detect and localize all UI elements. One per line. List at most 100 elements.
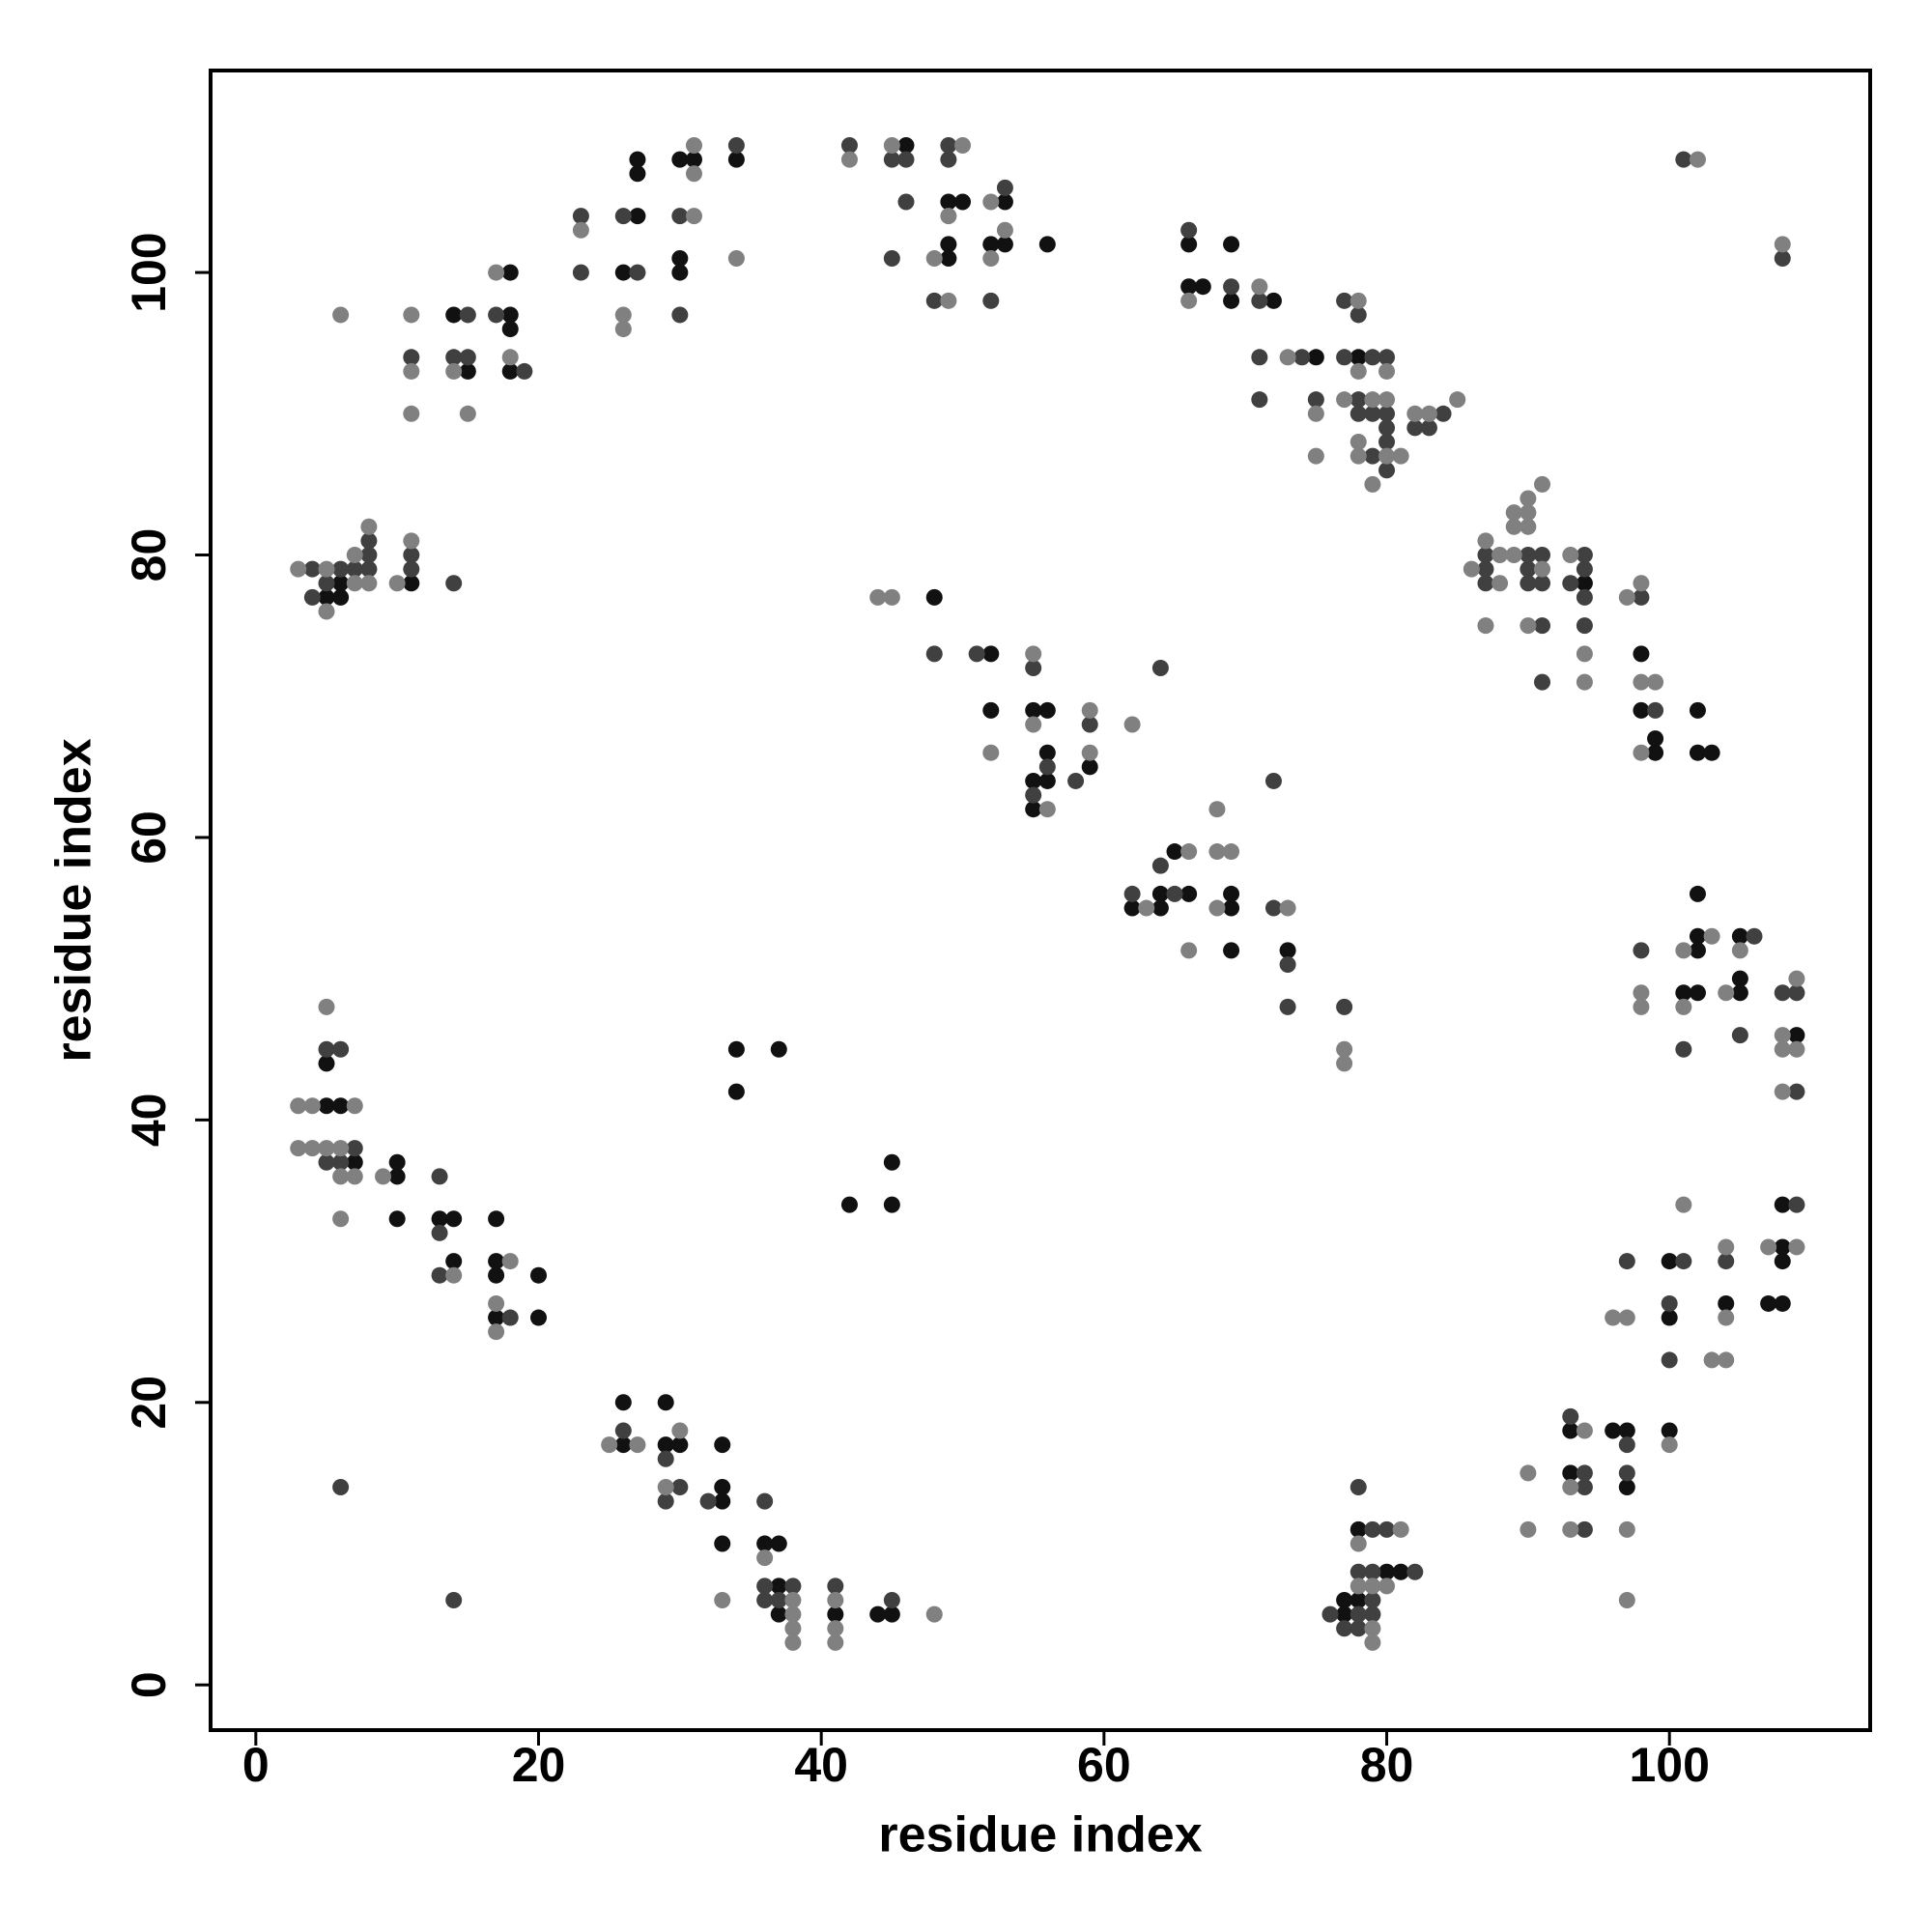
point [1661,1309,1678,1326]
point [1731,984,1748,1002]
point [784,1591,802,1608]
point [1520,518,1537,535]
point [1378,434,1396,451]
point [1378,391,1396,409]
point [459,362,476,380]
point [318,998,335,1015]
point [388,1153,406,1171]
point [1774,984,1791,1002]
point [318,1140,335,1157]
point [1477,560,1494,578]
point [1576,645,1593,663]
point [996,193,1013,211]
point [332,1210,350,1228]
point [727,136,745,154]
point [1788,1040,1805,1058]
point [1392,1563,1409,1580]
point [1378,362,1396,380]
point [445,362,463,380]
point [770,1591,787,1608]
point [346,560,363,578]
point [1520,490,1537,507]
point [1025,659,1042,676]
point [1378,1563,1396,1580]
point [1718,1294,1735,1312]
point [685,136,702,154]
point [1364,1520,1381,1538]
point [1378,1520,1396,1538]
point [1675,1040,1692,1058]
point [1774,236,1791,253]
point [1208,843,1226,861]
point [1520,547,1537,564]
point [1350,1591,1367,1608]
point [1420,419,1437,437]
point [1633,701,1650,719]
point [940,249,957,267]
point [360,532,378,550]
point [897,136,915,154]
point [1392,1520,1409,1538]
point [996,179,1013,196]
point [1703,744,1720,761]
point [388,1168,406,1185]
point [290,560,307,578]
point [614,1422,632,1439]
point [784,1634,802,1651]
y-tick-label: 100 [122,232,176,312]
point [318,1097,335,1115]
point [1025,645,1042,663]
point [1492,547,1509,564]
point [1038,772,1056,789]
point [756,1591,774,1608]
point [699,1492,717,1510]
point [629,264,646,281]
point [572,264,589,281]
point [1251,391,1268,409]
point [501,321,519,338]
y-tick-label: 80 [122,528,176,582]
point [1661,1436,1678,1454]
point [1505,518,1522,535]
point [883,1591,900,1608]
point [657,1394,674,1411]
point [685,208,702,225]
point [1364,405,1381,422]
point [1350,306,1367,324]
point [1067,772,1085,789]
point [1718,1253,1735,1270]
point [375,1168,392,1185]
point [1533,475,1550,493]
point [1760,1294,1777,1312]
point [1223,899,1240,917]
point [614,1436,632,1454]
x-tick-label: 60 [1077,1738,1131,1792]
point [940,236,957,253]
point [1633,645,1650,663]
point [756,1549,774,1567]
point [1605,1309,1622,1326]
point [629,1436,646,1454]
point [1336,1055,1353,1072]
point [714,1535,731,1552]
point [1731,970,1748,987]
point [1718,1351,1735,1369]
point [1208,801,1226,818]
point [1718,1238,1735,1256]
point [1605,1422,1622,1439]
point [1618,588,1635,606]
point [629,151,646,168]
point [1633,942,1650,959]
point [346,1168,363,1185]
point [318,1153,335,1171]
point [1420,405,1437,422]
point [1689,942,1706,959]
point [1350,349,1367,366]
point [1350,405,1367,422]
point [982,645,1000,663]
point [572,208,589,225]
point [1661,1294,1678,1312]
point [488,1309,505,1326]
point [332,306,350,324]
point [1223,843,1240,861]
